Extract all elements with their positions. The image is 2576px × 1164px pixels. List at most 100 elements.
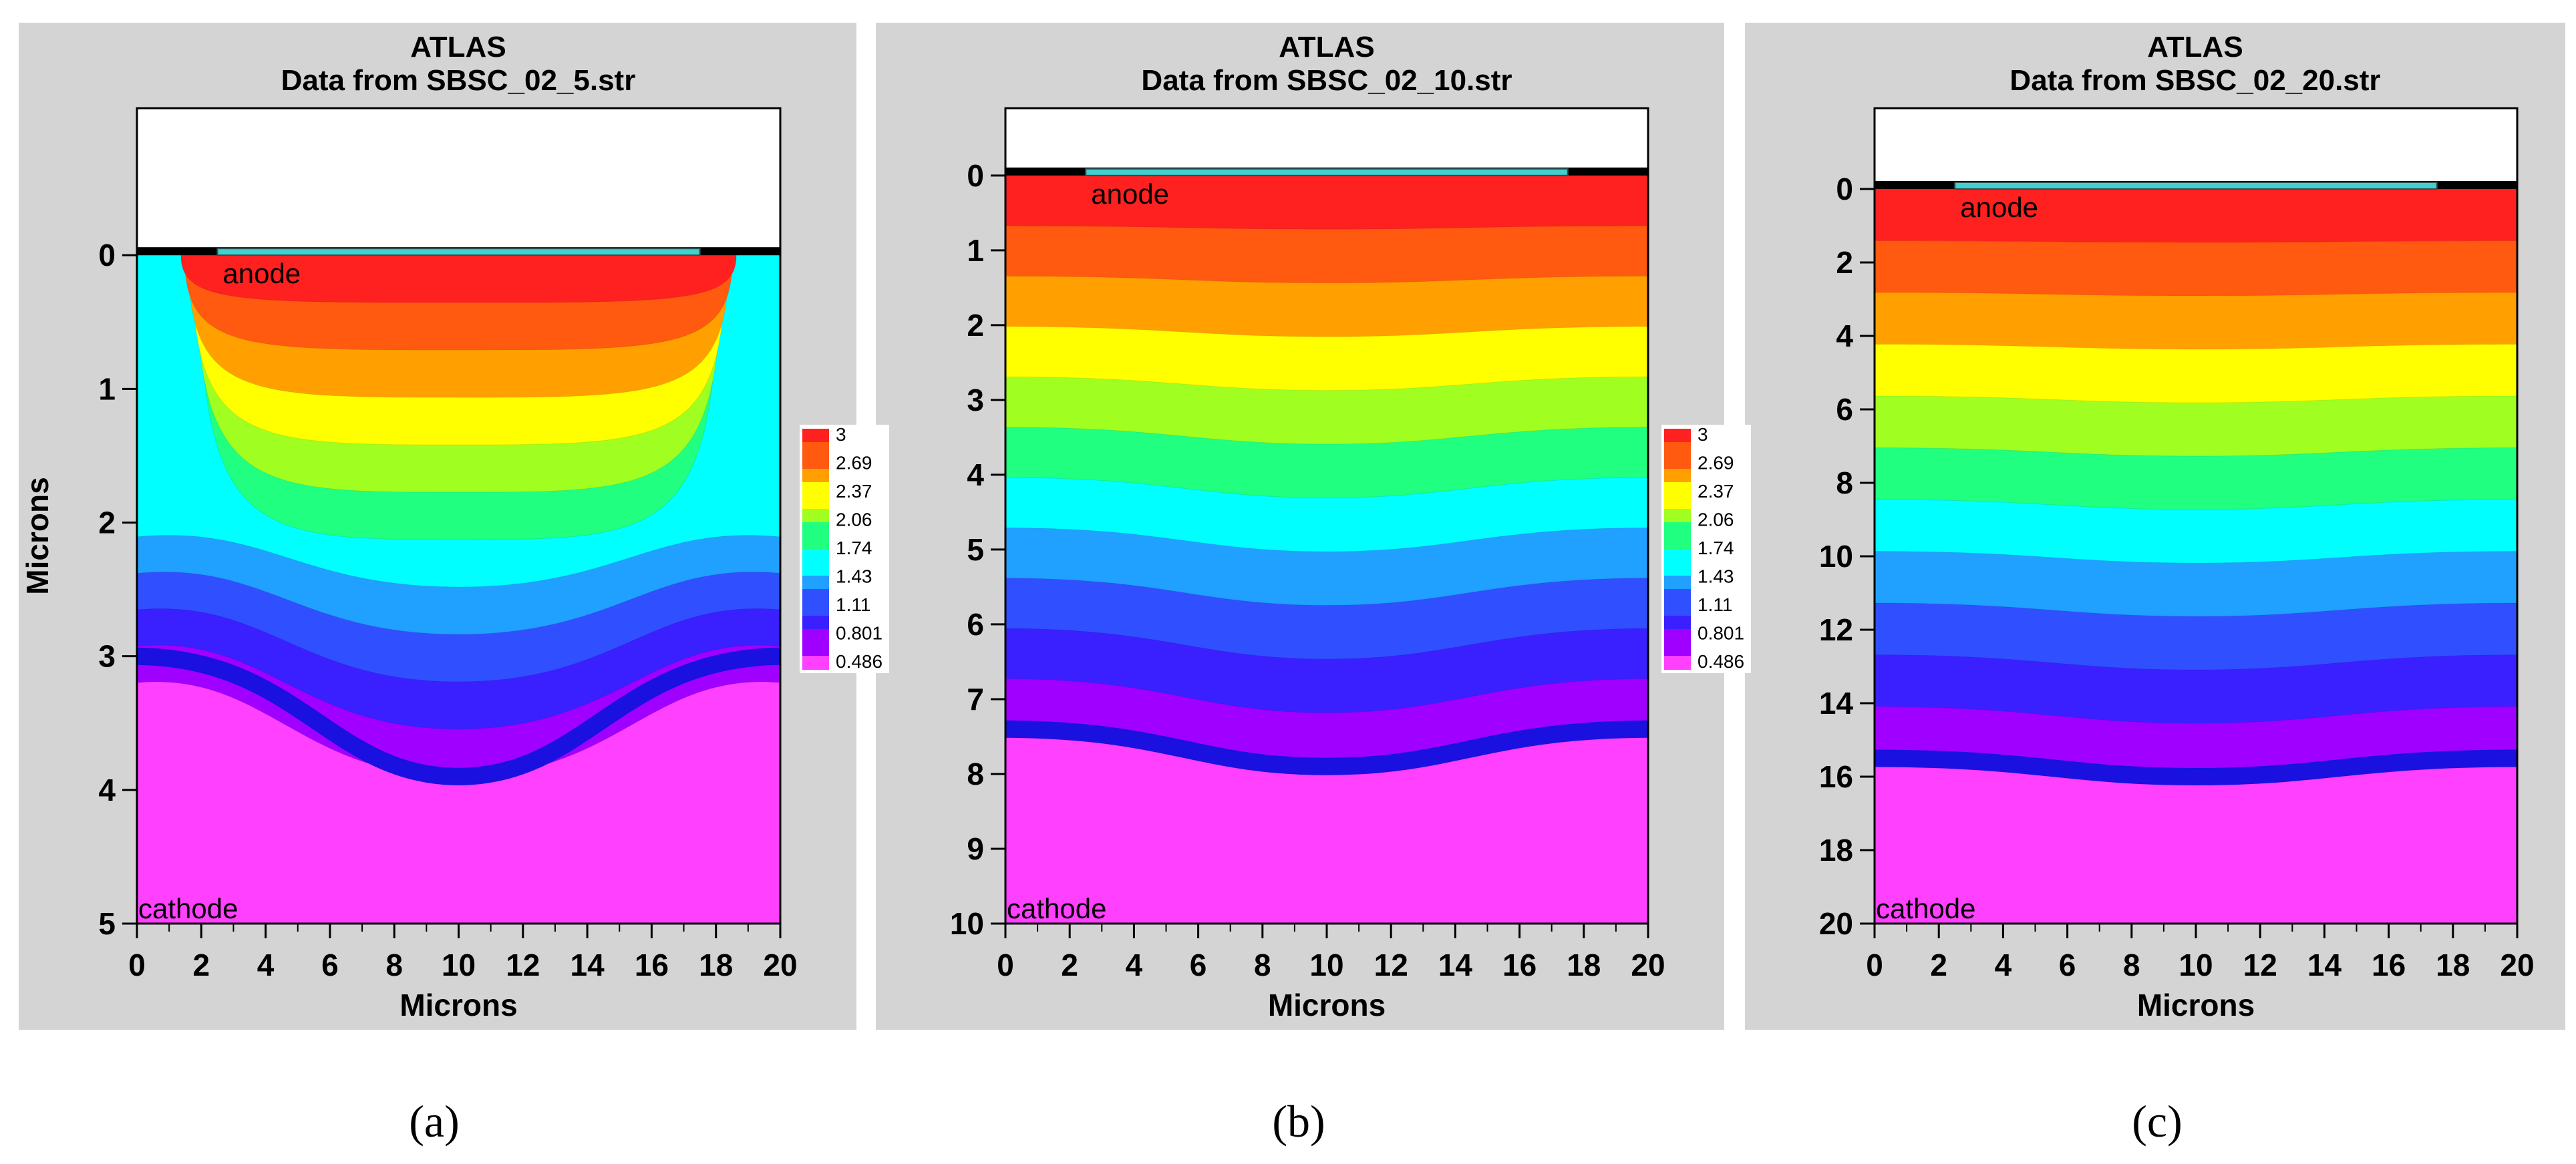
colorbar-swatch bbox=[1664, 522, 1691, 536]
colorbar-swatch bbox=[802, 522, 829, 536]
colorbar-swatch bbox=[1664, 549, 1691, 563]
y-tick-label: 0 bbox=[98, 238, 116, 272]
x-tick-label: 10 bbox=[2179, 948, 2213, 982]
anode-contact bbox=[216, 248, 701, 256]
y-tick-label: 5 bbox=[967, 532, 984, 567]
y-axis-label: Microns bbox=[20, 477, 55, 594]
y-tick-label: 3 bbox=[98, 639, 116, 674]
colorbar-swatch bbox=[802, 509, 829, 523]
cathode-label: cathode bbox=[138, 893, 238, 924]
colorbar-swatch bbox=[1664, 469, 1691, 483]
x-tick-label: 2 bbox=[1061, 948, 1078, 982]
anode-contact bbox=[1085, 168, 1569, 176]
y-tick-label: 10 bbox=[1819, 539, 1853, 574]
chart-title: ATLAS bbox=[2147, 31, 2243, 63]
colorbar-swatch bbox=[802, 442, 829, 456]
x-tick-label: 6 bbox=[1190, 948, 1207, 982]
colorbar-label: 0.486 bbox=[1698, 651, 1744, 672]
contour-field bbox=[1875, 181, 2517, 924]
cathode-label: cathode bbox=[1876, 893, 1975, 924]
colorbar-swatch bbox=[1664, 509, 1691, 523]
colorbar-swatch bbox=[802, 656, 829, 670]
contour-band bbox=[180, 254, 737, 303]
x-tick-label: 18 bbox=[1567, 948, 1601, 982]
x-tick-label: 4 bbox=[257, 948, 275, 982]
y-tick-label: 9 bbox=[967, 831, 984, 866]
x-tick-label: 10 bbox=[1309, 948, 1343, 982]
y-tick-label: 10 bbox=[950, 906, 984, 941]
colorbar-label: 2.37 bbox=[1698, 481, 1734, 502]
x-tick-label: 2 bbox=[1930, 948, 1947, 982]
colorbar-swatch bbox=[1664, 442, 1691, 456]
y-tick-label: 16 bbox=[1819, 759, 1853, 794]
y-tick-label: 5 bbox=[98, 906, 116, 941]
colorbar: 3 2.69 2.37 2.06 1.74 1.43 1.11 0.801 0.486 bbox=[800, 424, 889, 673]
colorbar-swatch bbox=[802, 429, 829, 443]
x-tick-label: 14 bbox=[571, 948, 605, 982]
y-tick-label: 8 bbox=[1836, 465, 1853, 500]
x-tick-label: 8 bbox=[1254, 948, 1271, 982]
colorbar-swatch bbox=[802, 455, 829, 469]
contour-band bbox=[1005, 175, 1648, 230]
colorbar-swatch bbox=[1664, 496, 1691, 510]
colorbar-swatch bbox=[1664, 482, 1691, 496]
caption-c: (c) bbox=[2132, 1096, 2183, 1147]
y-tick-label: 2 bbox=[967, 308, 984, 343]
colorbar-swatch bbox=[1664, 602, 1691, 616]
colorbar-swatch bbox=[802, 642, 829, 656]
x-tick-label: 10 bbox=[442, 948, 476, 982]
colorbar-label: 2.69 bbox=[836, 453, 872, 473]
colorbar-label: 1.74 bbox=[836, 538, 872, 558]
colorbar-label: 0.486 bbox=[836, 651, 882, 672]
y-tick-label: 18 bbox=[1819, 833, 1853, 867]
colorbar-label: 0.801 bbox=[1698, 623, 1744, 644]
x-tick-label: 0 bbox=[997, 948, 1014, 982]
x-tick-label: 12 bbox=[1374, 948, 1408, 982]
y-tick-label: 2 bbox=[1836, 245, 1853, 280]
anode-label: anode bbox=[222, 258, 301, 289]
colorbar-label: 3 bbox=[1698, 424, 1708, 445]
x-tick-label: 18 bbox=[2436, 948, 2470, 982]
x-tick-label: 6 bbox=[2059, 948, 2076, 982]
y-tick-label: 1 bbox=[967, 233, 984, 268]
x-tick-label: 18 bbox=[699, 948, 733, 982]
y-tick-label: 2 bbox=[98, 506, 116, 540]
colorbar-label: 1.43 bbox=[1698, 566, 1734, 587]
y-tick-label: 4 bbox=[98, 773, 116, 807]
colorbar-swatch bbox=[1664, 455, 1691, 469]
y-tick-label: 8 bbox=[967, 757, 984, 791]
y-tick-label: 0 bbox=[967, 158, 984, 193]
colorbar-label: 1.74 bbox=[1698, 538, 1734, 558]
colorbar-swatch bbox=[802, 549, 829, 563]
colorbar: 3 2.69 2.37 2.06 1.74 1.43 1.11 0.801 0.486 bbox=[1661, 424, 1751, 673]
colorbar-swatch bbox=[802, 629, 829, 643]
x-tick-label: 6 bbox=[321, 948, 339, 982]
x-tick-label: 14 bbox=[1438, 948, 1473, 982]
colorbar-swatch bbox=[802, 589, 829, 603]
colorbar-swatch bbox=[1664, 656, 1691, 670]
colorbar-swatch bbox=[1664, 616, 1691, 630]
x-tick-label: 8 bbox=[2123, 948, 2140, 982]
colorbar-label: 2.37 bbox=[836, 481, 872, 502]
colorbar-swatch bbox=[1664, 642, 1691, 656]
colorbar-swatch bbox=[1664, 429, 1691, 443]
y-tick-label: 3 bbox=[967, 383, 984, 417]
x-tick-label: 4 bbox=[1126, 948, 1143, 982]
x-axis-label: Microns bbox=[2137, 988, 2255, 1022]
colorbar-label: 2.06 bbox=[1698, 510, 1734, 530]
colorbar-label: 1.11 bbox=[1698, 594, 1732, 615]
contour-band bbox=[1875, 188, 2517, 243]
caption-a: (a) bbox=[409, 1096, 460, 1147]
colorbar-label: 0.801 bbox=[836, 623, 882, 644]
x-tick-label: 16 bbox=[1502, 948, 1537, 982]
chart-title: ATLAS bbox=[1279, 31, 1374, 63]
contour-field bbox=[137, 247, 780, 924]
y-tick-label: 4 bbox=[1836, 319, 1853, 353]
colorbar-label: 1.43 bbox=[836, 566, 872, 587]
colorbar-swatch bbox=[802, 496, 829, 510]
depletion-boundary bbox=[1875, 749, 2517, 786]
